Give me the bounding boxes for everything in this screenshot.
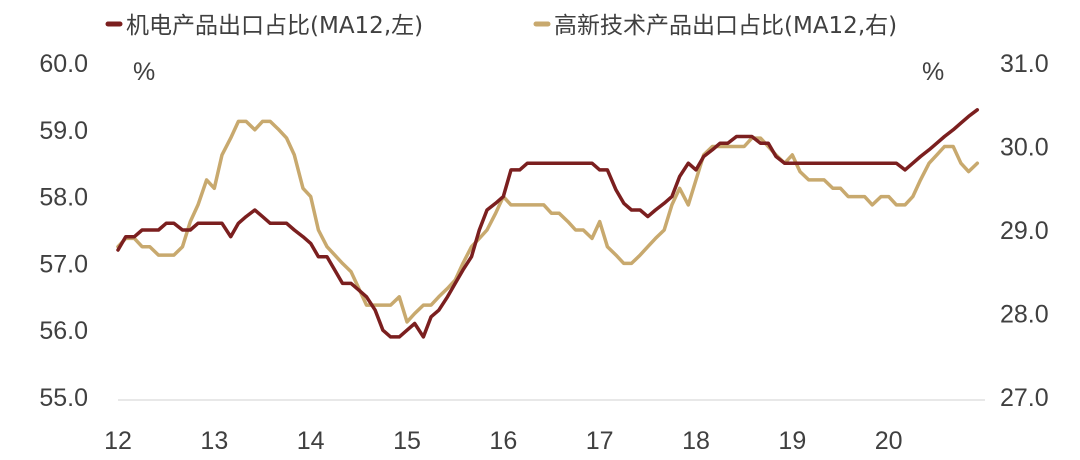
series-line-machinery — [116, 108, 980, 339]
x-tick-label: 18 — [682, 427, 710, 455]
left-tick-label: 60.0 — [39, 50, 88, 78]
right-tick-label: 30.0 — [1000, 134, 1049, 162]
left-tick-label: 57.0 — [39, 250, 88, 278]
left-tick-label: 56.0 — [39, 317, 88, 345]
legend-label-hightech: 高新技术产品出口占比(MA12,右) — [554, 13, 897, 39]
legend-label-machinery: 机电产品出口占比(MA12,左) — [126, 13, 423, 39]
x-tick-label: 19 — [778, 427, 806, 455]
right-tick-label: 28.0 — [1000, 301, 1049, 329]
right-axis-ticks: 27.0 28.0 29.0 30.0 31.0 — [1000, 50, 1049, 412]
left-tick-label: 55.0 — [39, 384, 88, 412]
x-tick-label: 17 — [586, 427, 614, 455]
x-axis-ticks: 12 13 14 15 16 17 18 19 20 — [104, 399, 985, 455]
x-tick-label: 14 — [297, 427, 325, 455]
x-tick-label: 13 — [200, 427, 228, 455]
x-tick-label: 12 — [104, 427, 132, 455]
right-tick-label: 29.0 — [1000, 217, 1049, 245]
right-tick-label: 31.0 — [1000, 50, 1049, 78]
x-tick-label: 20 — [875, 427, 903, 455]
x-tick-label: 15 — [393, 427, 421, 455]
legend-item-machinery: 机电产品出口占比(MA12,左) — [105, 13, 423, 39]
series-layer — [116, 108, 980, 339]
right-axis-unit: % — [922, 58, 944, 86]
left-axis-unit: % — [133, 58, 155, 86]
legend: 机电产品出口占比(MA12,左) 高新技术产品出口占比(MA12,右) — [105, 13, 897, 39]
left-tick-label: 59.0 — [39, 117, 88, 145]
right-tick-label: 27.0 — [1000, 384, 1049, 412]
legend-item-hightech: 高新技术产品出口占比(MA12,右) — [533, 13, 897, 39]
left-tick-label: 58.0 — [39, 184, 88, 212]
series-line-hightech — [116, 119, 980, 324]
x-tick-label: 16 — [489, 427, 517, 455]
left-axis-ticks: 55.0 56.0 57.0 58.0 59.0 60.0 — [39, 50, 88, 412]
